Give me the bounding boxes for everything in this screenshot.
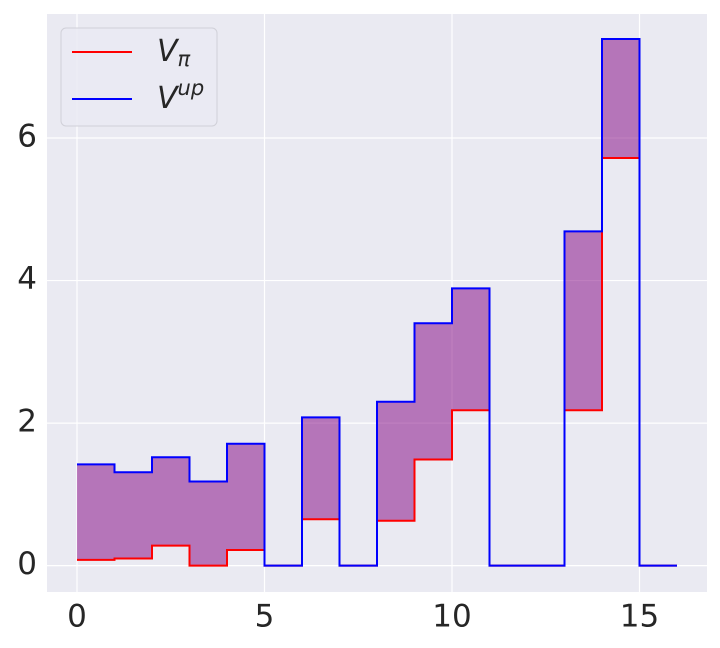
step-line [77, 37, 677, 567]
fill-between [377, 401, 415, 521]
fill-between [227, 443, 265, 550]
x-tick-label: 15 [620, 599, 659, 635]
fill-between [414, 323, 452, 460]
x-tick-label: 5 [255, 599, 275, 635]
fill-between [564, 231, 602, 411]
y-tick-label: 2 [17, 404, 37, 440]
fill-between [114, 472, 152, 559]
x-tick-label: 10 [432, 599, 471, 635]
fill-between [77, 464, 115, 560]
fill-between [452, 288, 490, 411]
legend-label: Vπ [157, 34, 191, 72]
fill-between [152, 457, 190, 546]
y-tick-label: 6 [17, 119, 37, 155]
fill-between [602, 38, 640, 158]
y-tick-label: 4 [17, 261, 37, 297]
x-tick-label: 0 [67, 599, 87, 635]
y-tick-label: 0 [17, 546, 37, 582]
fill-between [189, 481, 227, 566]
fill-between [302, 417, 340, 520]
legend-label: Vup [157, 76, 204, 116]
